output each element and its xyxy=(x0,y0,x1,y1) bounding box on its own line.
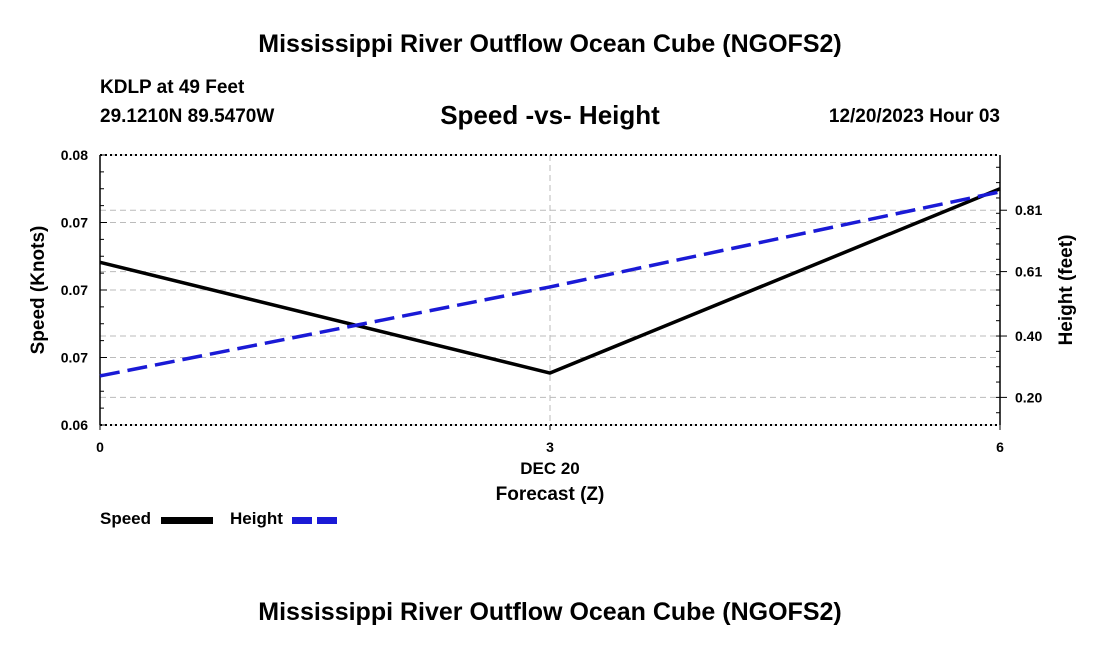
right-axis-title: Height (feet) xyxy=(1056,235,1077,346)
left-tick-label-2: 0.07 xyxy=(61,282,88,298)
footer-title: Mississippi River Outflow Ocean Cube (NG… xyxy=(258,598,842,626)
chart-subtitle: Speed -vs- Height xyxy=(440,100,660,130)
left-tick-label-1: 0.07 xyxy=(61,350,88,366)
station-coordinates: 29.1210N 89.5470W xyxy=(100,106,275,127)
legend-height-swatch xyxy=(292,517,342,524)
left-tick-label-0: 0.06 xyxy=(61,417,88,433)
station-name: KDLP at 49 Feet xyxy=(100,77,245,98)
x-tick-label-0: 0 xyxy=(96,439,104,455)
series-height-line xyxy=(99,190,1001,378)
forecast-date: 12/20/2023 Hour 03 xyxy=(828,106,1000,127)
right-tick-label-1: 0.40 xyxy=(1015,328,1042,344)
right-tick-label-2: 0.61 xyxy=(1015,264,1042,280)
right-tick-label-3: 0.81 xyxy=(1015,202,1042,218)
x-axis-title: Forecast (Z) xyxy=(496,484,605,505)
left-axis-title: Speed (Knots) xyxy=(28,226,49,355)
x-tick-label-1: 3 xyxy=(546,439,554,455)
series-speed-line xyxy=(99,187,1001,375)
left-tick-label-4: 0.08 xyxy=(61,147,88,163)
left-tick-label-3: 0.07 xyxy=(61,215,88,231)
x-date-label: DEC 20 xyxy=(520,459,580,478)
legend-speed-swatch xyxy=(161,517,213,524)
main-title: Mississippi River Outflow Ocean Cube (NG… xyxy=(258,30,842,58)
x-tick-label-2: 6 xyxy=(996,439,1004,455)
right-tick-label-0: 0.20 xyxy=(1015,389,1042,405)
legend-height-label: Height xyxy=(230,509,283,528)
legend-speed-label: Speed xyxy=(100,509,152,528)
